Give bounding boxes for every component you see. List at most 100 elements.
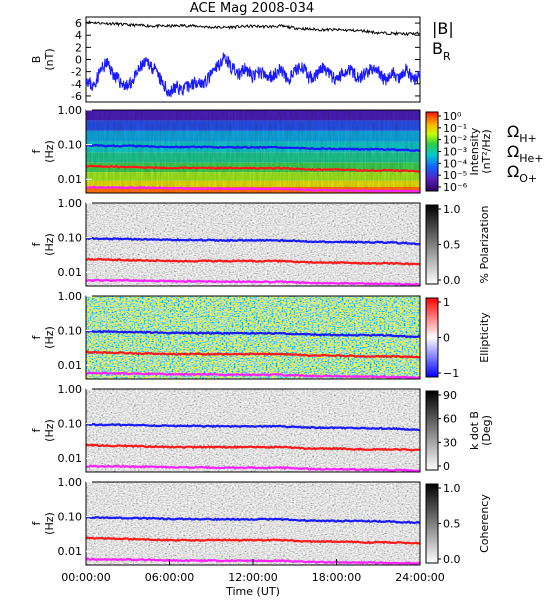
colorbar-tick-label: 0.5: [443, 239, 461, 252]
y-tick-label: 1.00: [58, 104, 83, 117]
colorbar-tick-label: 10⁻⁶: [443, 181, 468, 194]
colorbar-tick-label: 90: [443, 389, 457, 402]
legend-omega-symbol: Ω: [507, 122, 519, 141]
overlay-h-plus-line: [85, 236, 421, 246]
colorbar-tick-label: 0.5: [443, 518, 461, 531]
y-tick-label: 0.01: [58, 452, 83, 465]
y-tick-label: 1.00: [58, 383, 83, 396]
panel-ellipticity: 1.00 0.10 0.01 f (Hz) 1 0 −1 Ellipticity: [30, 290, 491, 380]
spectrogram-texture: [86, 482, 420, 565]
y-tick-label: 0.10: [58, 511, 83, 524]
colorbar-tick-label: 10⁻¹: [443, 122, 467, 135]
y-tick-label: -2: [71, 66, 82, 79]
overlay-h-plus-line: [85, 422, 421, 432]
legend-omega-he-plus: ΩHe+: [507, 142, 544, 165]
spectrogram-texture: [86, 110, 420, 193]
y-tick-label: 0.01: [58, 359, 83, 372]
colorbar-label: Ellipticity: [478, 312, 491, 363]
y-axis-label: f: [30, 427, 43, 432]
legend-br-sub: R: [443, 50, 451, 63]
y-axis-label: f: [30, 520, 43, 525]
panel-frame: [85, 16, 421, 103]
colorbar-label: % Polarization: [478, 206, 491, 284]
y-tick-label: -6: [71, 90, 82, 103]
chart-title: ACE Mag 2008-034: [190, 1, 314, 16]
y-tick-label: 0.10: [58, 325, 83, 338]
overlay-he-plus-line: [85, 164, 421, 173]
y-tick-label: 0: [75, 54, 82, 67]
y-tick-label: 1.00: [58, 197, 83, 210]
legend-omega-symbol: Ω: [507, 162, 519, 181]
legend-omega-sub: He+: [519, 152, 543, 165]
x-tick-label: 18:00:00: [312, 571, 361, 584]
y-tick-label: 6: [75, 17, 82, 30]
colorbar-unit: (Deg): [480, 415, 493, 446]
y-axis-unit: (nT): [43, 48, 56, 70]
x-tick-label: 12:00:00: [228, 571, 277, 584]
y-tick-label: 0.01: [58, 173, 83, 186]
colorbar-tick-label: 30: [443, 436, 457, 449]
y-axis-label: B: [30, 56, 43, 64]
overlay-h-plus-line: [85, 515, 421, 525]
panel-k-dot-b: 1.00 0.10 0.01 f (Hz) 90 60 30 0 k dot B (Deg): [30, 383, 493, 473]
y-axis-unit: (Hz): [43, 140, 56, 163]
legend-omega-h-plus: ΩH+: [507, 122, 537, 145]
colorbar-tick-label: 0.0: [443, 553, 461, 566]
colorbar: [425, 483, 439, 564]
legend-omega-sub: H+: [519, 132, 537, 145]
colorbar-tick-label: 10⁻⁴: [443, 157, 468, 170]
colorbar-tick-label: 10⁰: [443, 110, 462, 123]
legend-omega-o-plus: ΩO+: [507, 162, 537, 185]
colorbar-tick-label: 60: [443, 413, 457, 426]
colorbar-tick-label: 1: [443, 296, 450, 309]
colorbar-tick-label: 10⁻²: [443, 134, 467, 147]
legend-br-main: B: [432, 39, 443, 58]
y-axis-label: f: [30, 334, 43, 339]
x-tick-label: 24:00:00: [395, 571, 444, 584]
series-abs-b-line: [85, 20, 421, 37]
overlay-o-plus-line: [86, 464, 421, 473]
y-axis-unit: (Hz): [43, 233, 56, 256]
y-axis-label: f: [30, 241, 43, 246]
y-axis-label: f: [30, 148, 43, 153]
colorbar-tick-label: 10⁻⁵: [443, 169, 467, 182]
overlay-he-plus-line: [85, 443, 420, 452]
y-axis-unit: (Hz): [43, 326, 56, 349]
colorbar-tick-label: 0: [443, 332, 450, 345]
panel-frame: [85, 202, 421, 287]
legend-br: BR: [432, 39, 451, 63]
y-tick-label: -4: [71, 78, 82, 91]
y-tick-label: 0.10: [58, 232, 83, 245]
colorbar-unit: (nT²/Hz): [480, 129, 493, 173]
colorbar-tick-label: 10⁻³: [443, 146, 467, 159]
legend-omega-sub: O+: [519, 172, 537, 185]
y-tick-label: 0.10: [58, 139, 83, 152]
colorbar-tick-label: 1.0: [443, 482, 461, 495]
colorbar-tick-label: 0: [443, 460, 450, 473]
panel-intensity: 1.00 0.10 0.01 f (Hz) 10⁰10⁻¹10⁻²10⁻³10⁻⁴10⁻⁵…: [30, 104, 544, 194]
x-tick-label: 06:00:00: [145, 571, 194, 584]
y-axis-unit: (Hz): [43, 512, 56, 535]
y-tick-label: 2: [75, 41, 82, 54]
x-tick-label: 00:00:00: [61, 571, 110, 584]
y-tick-label: 1.00: [58, 476, 83, 489]
colorbar-label: Intensity: [468, 127, 481, 175]
y-tick-label: 0.01: [58, 545, 83, 558]
overlay-he-plus-line: [85, 257, 421, 266]
overlay-h-plus-line: [85, 329, 420, 339]
spectrogram-texture: [86, 203, 420, 286]
y-tick-label: 0.01: [58, 266, 83, 279]
colorbar: [425, 111, 439, 192]
y-tick-label: 0.10: [58, 418, 83, 431]
colorbar-tick-label: −1: [443, 367, 459, 380]
spectrogram-texture: [86, 296, 420, 379]
legend-omega-symbol: Ω: [507, 142, 519, 161]
legend-abs-b: |B|: [432, 19, 454, 38]
overlay-he-plus-line: [85, 350, 421, 359]
overlay-o-plus-line: [85, 185, 421, 194]
colorbar-tick-label: 1.0: [443, 203, 461, 216]
spectrogram-texture: [86, 389, 420, 472]
colorbar-label: k dot B: [468, 411, 481, 450]
panel-coherency: 1.00 0.10 0.01 f (Hz) 1.0 0.5 0.0 Coherency: [30, 476, 491, 566]
